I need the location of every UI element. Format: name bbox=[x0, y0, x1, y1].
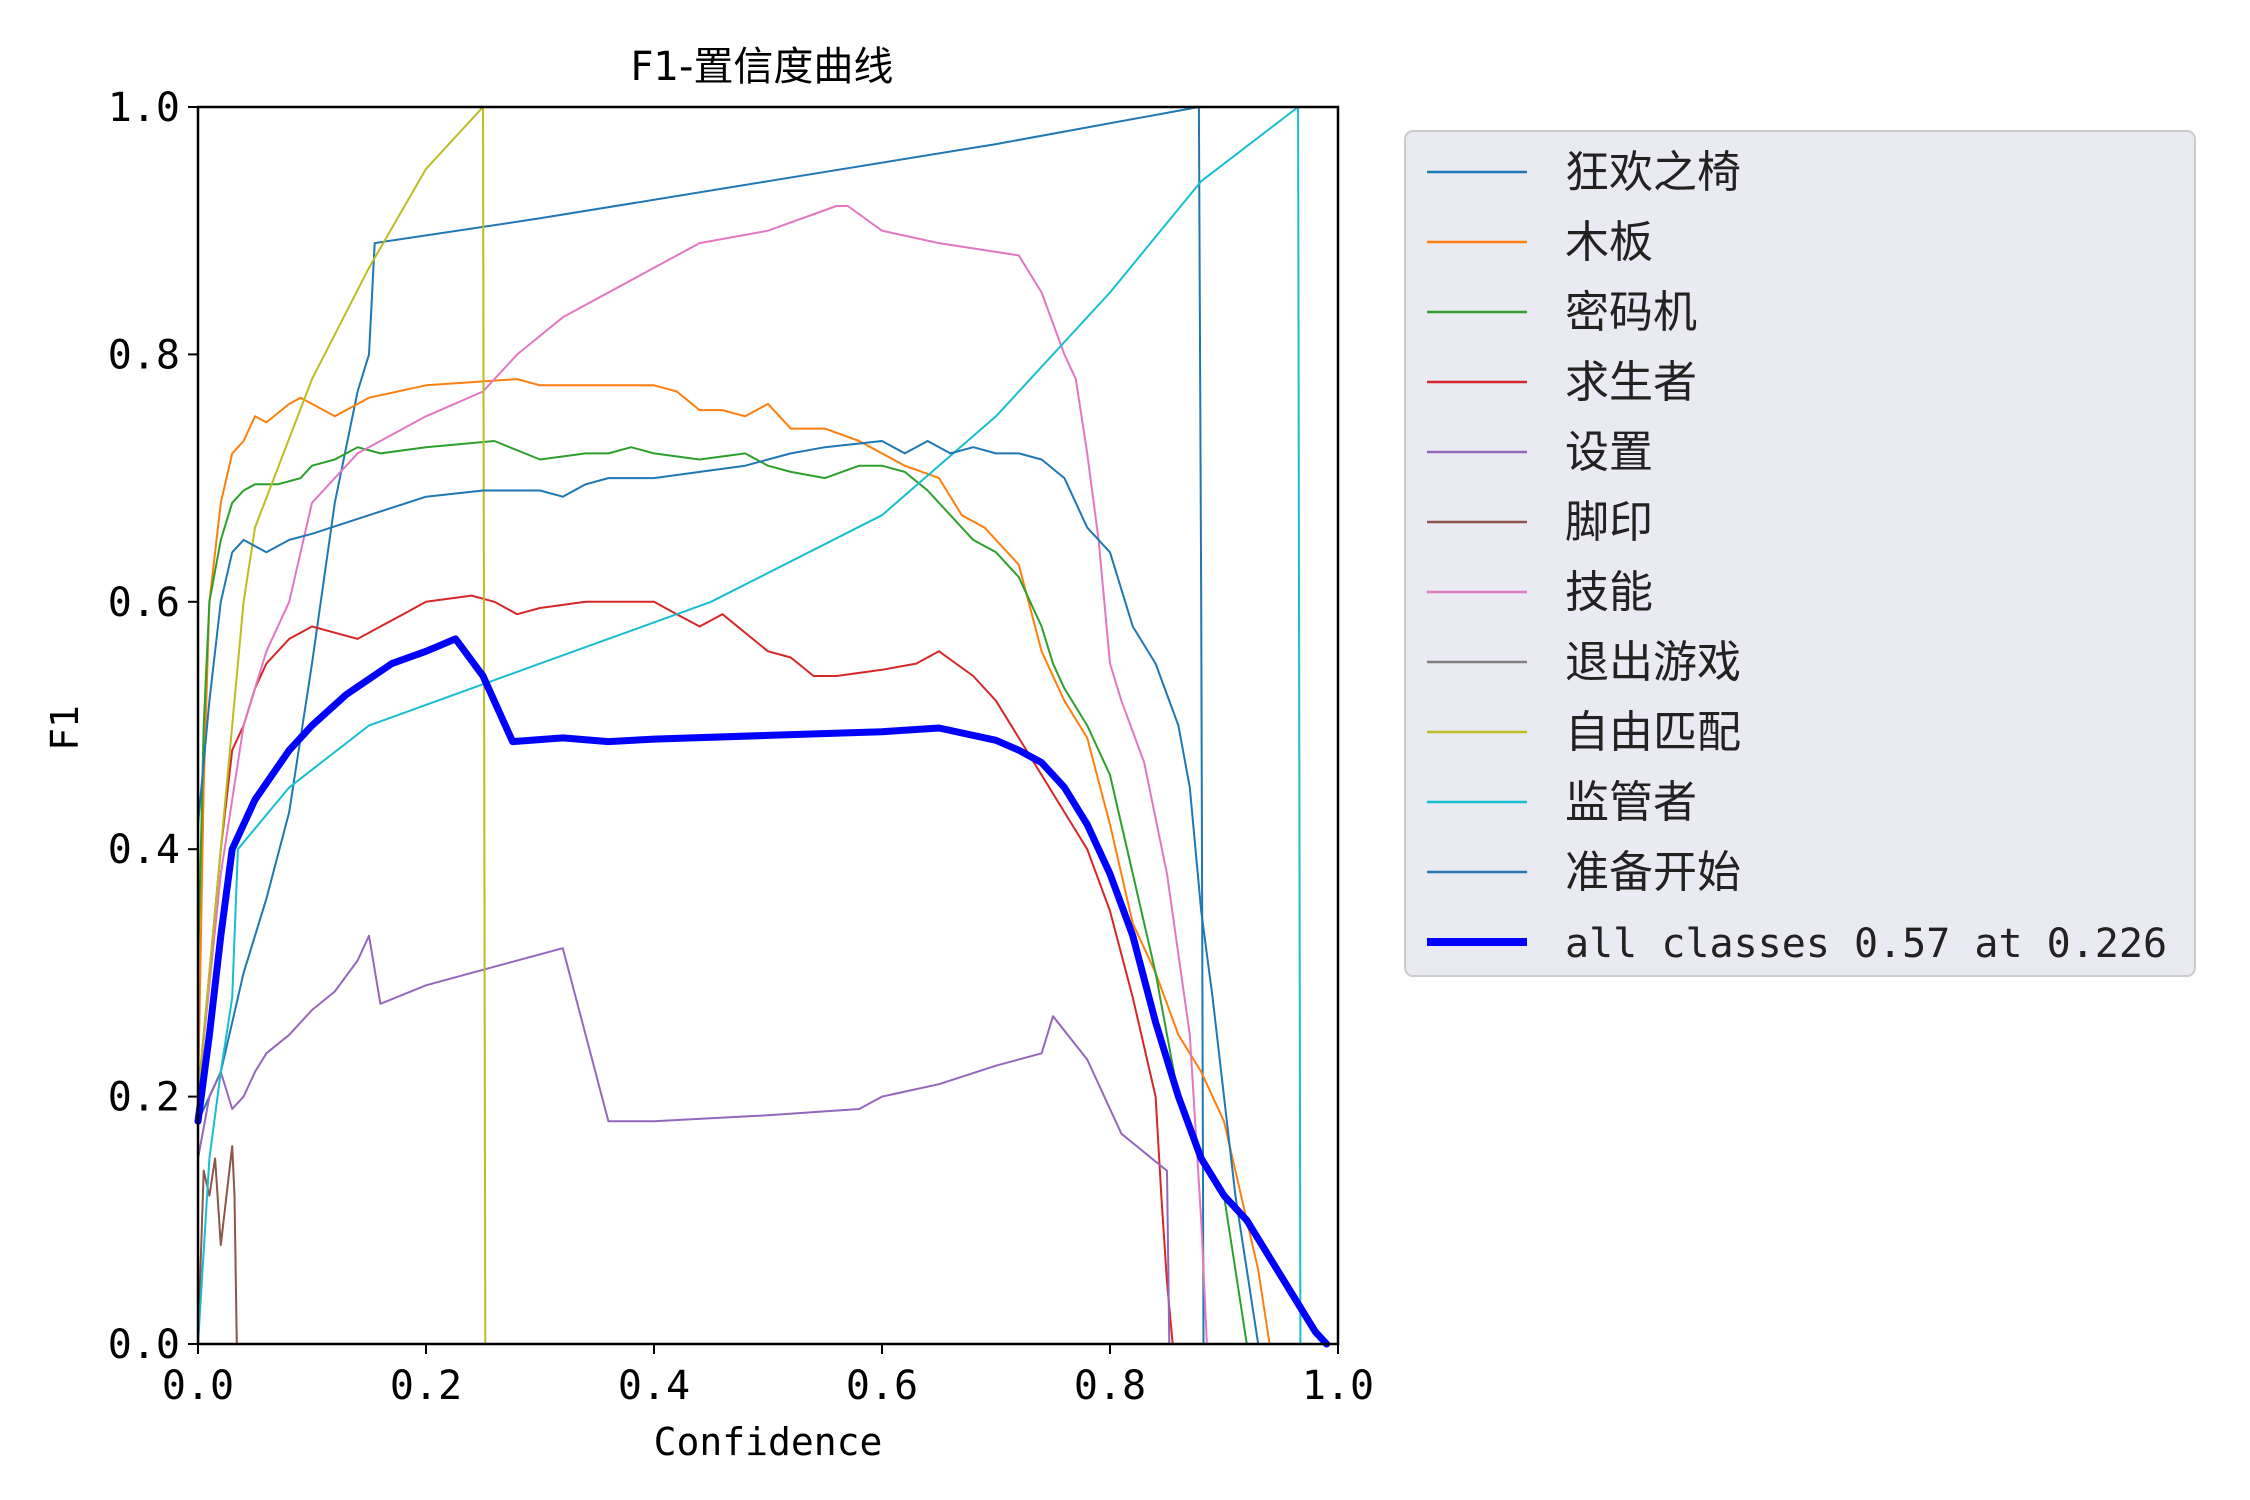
x-tick-label: 0.8 bbox=[1074, 1363, 1146, 1409]
legend-label-6: 技能 bbox=[1565, 567, 1653, 618]
x-axis-label: Confidence bbox=[654, 1420, 883, 1464]
chart-title: F1-置信度曲线 bbox=[631, 44, 894, 90]
series-line-4 bbox=[197, 934, 1171, 1345]
legend-label-4: 设置 bbox=[1565, 427, 1653, 478]
y-axis: 0.0 0.2 0.4 0.6 0.8 1.0 bbox=[108, 85, 198, 1368]
series-line-1 bbox=[197, 378, 1271, 1345]
legend-label-1: 木板 bbox=[1565, 217, 1653, 268]
y-tick-label: 0.6 bbox=[108, 580, 180, 626]
legend-label-5: 脚印 bbox=[1565, 497, 1653, 548]
plot-frame bbox=[196, 105, 1340, 1346]
legend-label-8: 自由匹配 bbox=[1565, 707, 1741, 758]
x-tick-label: 0.6 bbox=[846, 1363, 918, 1409]
series-line-8 bbox=[197, 106, 487, 1345]
x-tick-label: 1.0 bbox=[1302, 1363, 1374, 1409]
x-tick-label: 0.2 bbox=[390, 1363, 462, 1409]
legend-label-10: 准备开始 bbox=[1565, 847, 1741, 898]
series-line-0 bbox=[197, 106, 1205, 1345]
series-line-10 bbox=[197, 440, 1260, 1345]
legend-label-0: 狂欢之椅 bbox=[1565, 147, 1741, 198]
y-tick-label: 1.0 bbox=[108, 85, 180, 131]
legend-label-9: 监管者 bbox=[1565, 777, 1697, 828]
series-line-6 bbox=[197, 205, 1208, 1345]
legend-label-2: 密码机 bbox=[1565, 287, 1697, 338]
y-tick-label: 0.0 bbox=[108, 1322, 180, 1368]
x-axis: 0.0 0.2 0.4 0.6 0.8 1.0 bbox=[162, 1344, 1374, 1409]
x-tick-label: 0.0 bbox=[162, 1363, 234, 1409]
legend-label-7: 退出游戏 bbox=[1565, 637, 1741, 688]
plot-lines bbox=[194, 106, 1339, 1348]
y-tick-label: 0.8 bbox=[108, 332, 180, 378]
series-line-2 bbox=[197, 440, 1248, 1345]
series-line-3 bbox=[197, 594, 1174, 1345]
y-tick-label: 0.2 bbox=[108, 1075, 180, 1121]
legend-label-3: 求生者 bbox=[1565, 357, 1697, 408]
series-line-11 bbox=[194, 635, 1331, 1348]
series-line-9 bbox=[197, 106, 1302, 1345]
legend-label-11: all classes 0.57 at 0.226 bbox=[1565, 921, 2167, 967]
series-line-5 bbox=[197, 1145, 238, 1345]
y-tick-label: 0.4 bbox=[108, 827, 180, 873]
legend-frame bbox=[1404, 130, 2196, 977]
y-axis-label: F1 bbox=[43, 705, 87, 751]
x-tick-label: 0.4 bbox=[618, 1363, 690, 1409]
